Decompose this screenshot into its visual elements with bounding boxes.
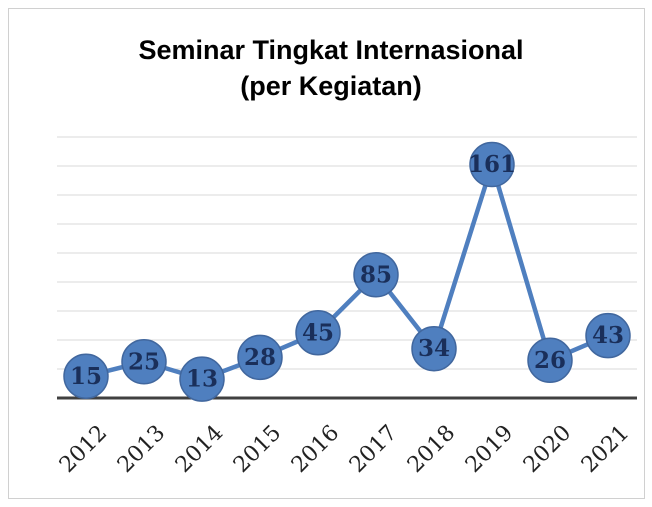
data-label: 28 <box>244 344 276 371</box>
data-label: 13 <box>186 366 218 393</box>
data-label: 45 <box>302 319 334 346</box>
data-label: 15 <box>70 363 102 390</box>
data-label: 25 <box>128 348 160 375</box>
marker <box>411 325 457 372</box>
marker <box>527 337 573 384</box>
data-label: 161 <box>468 151 516 178</box>
marker <box>469 141 515 188</box>
data-label: 85 <box>360 261 392 288</box>
marker <box>353 252 399 298</box>
chart-title: Seminar Tingkat Internasional <box>138 35 523 65</box>
marker <box>295 310 341 356</box>
marker <box>237 334 283 381</box>
data-label: 26 <box>534 347 566 374</box>
marker <box>121 339 167 385</box>
data-label: 43 <box>592 322 624 349</box>
marker <box>585 312 631 359</box>
line <box>85 162 609 382</box>
chart-title: (per Kegiatan) <box>240 71 422 101</box>
data-label: 34 <box>418 335 450 362</box>
marker <box>179 356 225 402</box>
marker <box>63 353 109 399</box>
